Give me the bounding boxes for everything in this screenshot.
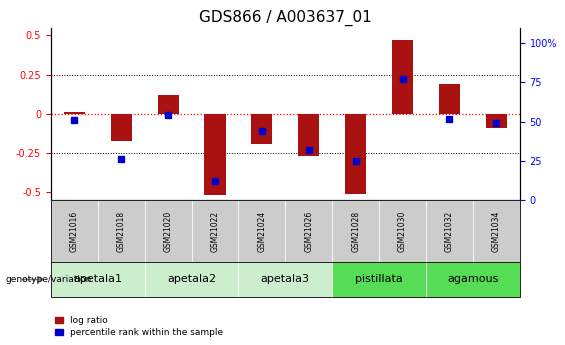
Text: GSM21032: GSM21032: [445, 210, 454, 252]
Text: apetala3: apetala3: [261, 275, 310, 284]
Bar: [298, 114, 319, 156]
Bar: [345, 114, 366, 194]
Bar: [158, 95, 179, 114]
Text: GSM21022: GSM21022: [211, 210, 219, 252]
Text: GSM21026: GSM21026: [305, 210, 313, 252]
Bar: [205, 114, 225, 195]
Text: GSM21034: GSM21034: [492, 210, 501, 252]
Bar: [486, 114, 507, 128]
Title: GDS866 / A003637_01: GDS866 / A003637_01: [199, 10, 372, 26]
Bar: [64, 112, 85, 114]
Text: agamous: agamous: [447, 275, 498, 284]
Bar: [111, 114, 132, 140]
Text: GSM21030: GSM21030: [398, 210, 407, 252]
Text: GSM21016: GSM21016: [70, 210, 79, 252]
Text: GSM21024: GSM21024: [258, 210, 266, 252]
Legend: log ratio, percentile rank within the sample: log ratio, percentile rank within the sa…: [55, 316, 223, 337]
Text: GSM21028: GSM21028: [351, 210, 360, 252]
Bar: [251, 114, 272, 144]
Text: apetala1: apetala1: [73, 275, 122, 284]
Bar: [439, 84, 460, 114]
Text: GSM21018: GSM21018: [117, 210, 125, 252]
Text: GSM21020: GSM21020: [164, 210, 172, 252]
Text: genotype/variation: genotype/variation: [6, 275, 92, 284]
Text: pistillata: pistillata: [355, 275, 403, 284]
Text: apetala2: apetala2: [167, 275, 216, 284]
Bar: [392, 40, 413, 114]
